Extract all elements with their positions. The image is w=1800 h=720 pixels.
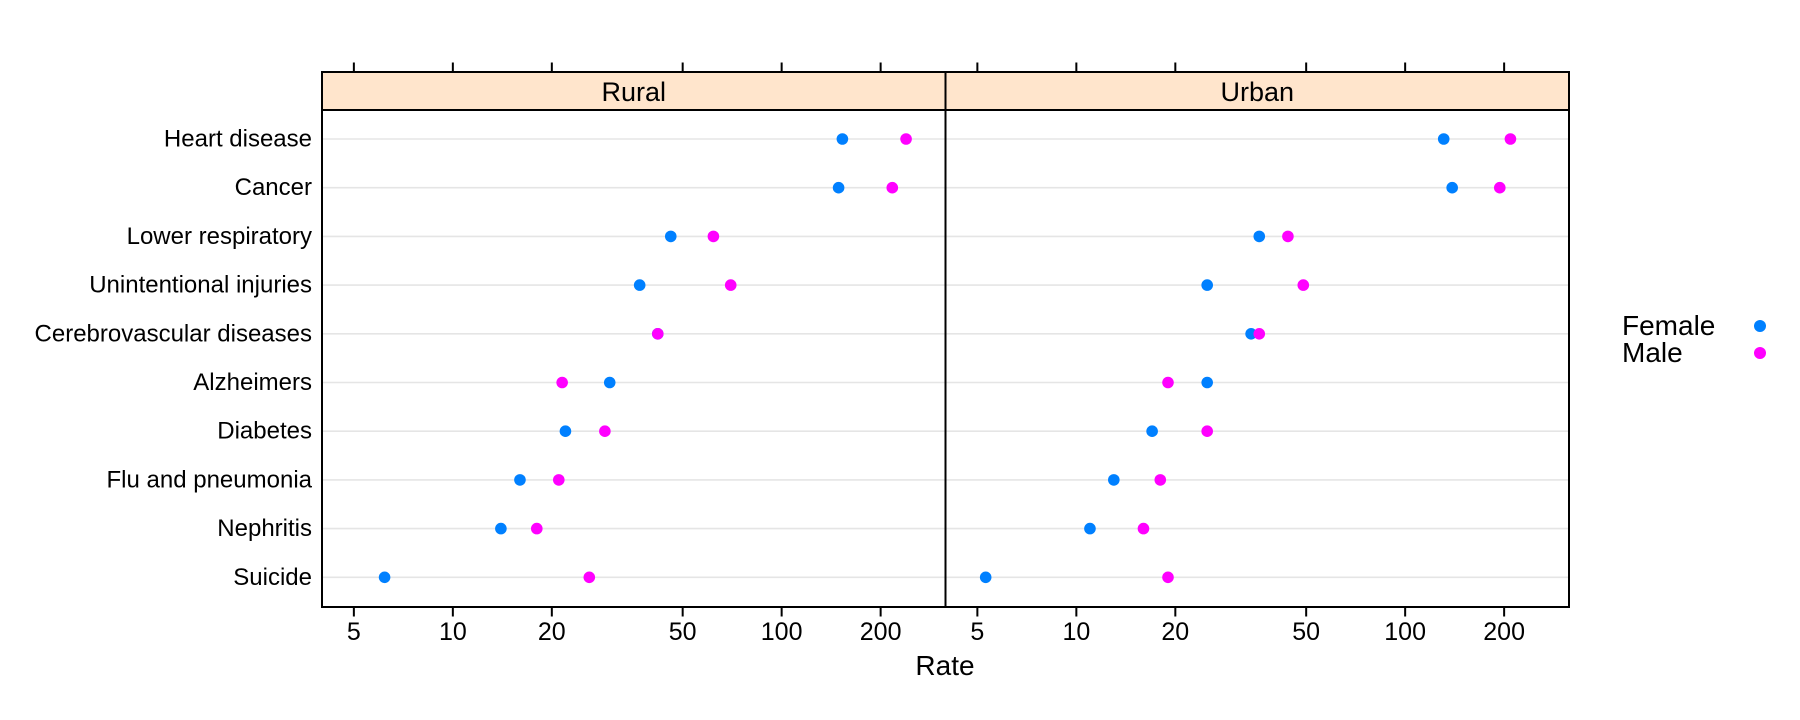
data-point-male xyxy=(1154,474,1167,486)
category-label: Alzheimers xyxy=(193,369,312,396)
data-point-male xyxy=(599,425,611,438)
data-point-male xyxy=(1137,522,1150,535)
x-tick-label: 200 xyxy=(860,618,902,646)
x-tick-label: 5 xyxy=(970,618,984,646)
data-point-male xyxy=(552,474,565,486)
legend-label-male: Male xyxy=(1622,337,1683,368)
x-tick-label: 200 xyxy=(1483,618,1525,646)
panel-border xyxy=(944,109,1570,608)
strip-label-rural: Rural xyxy=(601,77,666,107)
data-point-male xyxy=(1493,181,1506,194)
x-tick-label: 50 xyxy=(669,618,697,646)
data-point-female xyxy=(664,230,677,243)
x-tick-label: 10 xyxy=(1062,618,1090,646)
data-point-female xyxy=(979,571,992,584)
data-point-female xyxy=(378,571,391,584)
data-point-male xyxy=(530,522,543,535)
data-point-male xyxy=(556,376,568,389)
data-point-male xyxy=(583,571,596,584)
category-label: Heart disease xyxy=(164,126,312,153)
data-point-male xyxy=(900,133,912,145)
data-point-female xyxy=(603,376,616,389)
data-point-male xyxy=(1201,425,1213,438)
data-point-male xyxy=(707,230,720,243)
panel-strip xyxy=(944,71,1570,111)
x-tick-label: 10 xyxy=(439,618,467,646)
data-point-female xyxy=(1446,181,1458,194)
data-point-male xyxy=(1162,376,1174,389)
category-label: Cerebrovascular diseases xyxy=(35,320,312,347)
x-tick-label: 5 xyxy=(347,618,361,646)
x-tick-label: 20 xyxy=(1161,618,1189,646)
category-label: Flu and pneumonia xyxy=(107,466,313,493)
data-point-male xyxy=(1282,230,1294,243)
data-point-female xyxy=(1146,425,1158,438)
data-point-female xyxy=(1437,133,1450,145)
legend-dot-male xyxy=(1754,347,1766,359)
category-label: Diabetes xyxy=(217,418,312,445)
data-point-female xyxy=(1201,376,1213,389)
data-point-female xyxy=(633,279,646,291)
category-label: Unintentional injuries xyxy=(89,272,312,299)
data-point-female xyxy=(1253,230,1266,243)
data-point-female xyxy=(495,522,507,535)
data-point-female xyxy=(1108,474,1120,486)
x-tick-label: 100 xyxy=(761,618,803,646)
data-point-female xyxy=(1245,328,1257,340)
data-point-female xyxy=(1084,522,1096,535)
category-label: Nephritis xyxy=(217,515,312,542)
data-point-female xyxy=(1201,279,1213,291)
panel-border xyxy=(321,109,947,608)
legend-label-female: Female xyxy=(1622,310,1716,341)
legend-dot-female xyxy=(1754,320,1766,332)
data-point-male xyxy=(1253,328,1266,340)
data-point-male xyxy=(1504,133,1517,145)
x-tick-label: 20 xyxy=(538,618,566,646)
data-point-female xyxy=(514,474,526,486)
data-point-male xyxy=(1162,571,1174,584)
x-tick-label: 100 xyxy=(1384,618,1426,646)
category-label: Suicide xyxy=(233,564,312,591)
x-tick-label: 50 xyxy=(1292,618,1320,646)
category-label: Lower respiratory xyxy=(127,223,312,250)
data-point-male xyxy=(1297,279,1310,291)
x-axis-title: Rate xyxy=(915,650,975,681)
category-label: Cancer xyxy=(235,174,312,201)
data-point-female xyxy=(832,181,845,194)
data-point-female xyxy=(559,425,572,438)
data-point-female xyxy=(836,133,849,145)
strip-label-urban: Urban xyxy=(1220,77,1294,107)
data-point-male xyxy=(886,181,899,194)
data-point-male xyxy=(651,328,664,340)
data-point-male xyxy=(724,279,737,291)
